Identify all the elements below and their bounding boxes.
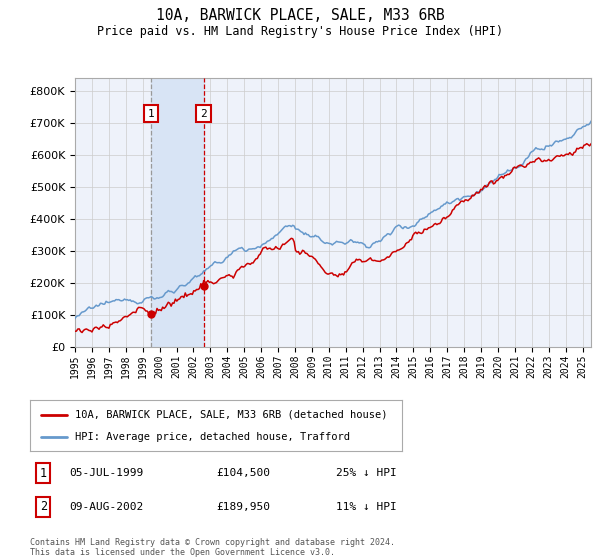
Text: 1: 1 (40, 466, 47, 480)
Text: 05-JUL-1999: 05-JUL-1999 (69, 468, 143, 478)
Text: 2: 2 (40, 500, 47, 514)
Text: 25% ↓ HPI: 25% ↓ HPI (336, 468, 397, 478)
Text: 09-AUG-2002: 09-AUG-2002 (69, 502, 143, 512)
Text: 1: 1 (148, 109, 155, 119)
Text: Contains HM Land Registry data © Crown copyright and database right 2024.
This d: Contains HM Land Registry data © Crown c… (30, 538, 395, 557)
Bar (151, 78, 203, 347)
Text: £104,500: £104,500 (216, 468, 270, 478)
Text: 2: 2 (200, 109, 207, 119)
Text: 10A, BARWICK PLACE, SALE, M33 6RB: 10A, BARWICK PLACE, SALE, M33 6RB (155, 8, 445, 24)
Text: 10A, BARWICK PLACE, SALE, M33 6RB (detached house): 10A, BARWICK PLACE, SALE, M33 6RB (detac… (74, 409, 387, 419)
Text: Price paid vs. HM Land Registry's House Price Index (HPI): Price paid vs. HM Land Registry's House … (97, 25, 503, 38)
Text: 11% ↓ HPI: 11% ↓ HPI (336, 502, 397, 512)
Text: HPI: Average price, detached house, Trafford: HPI: Average price, detached house, Traf… (74, 432, 350, 442)
Text: £189,950: £189,950 (216, 502, 270, 512)
